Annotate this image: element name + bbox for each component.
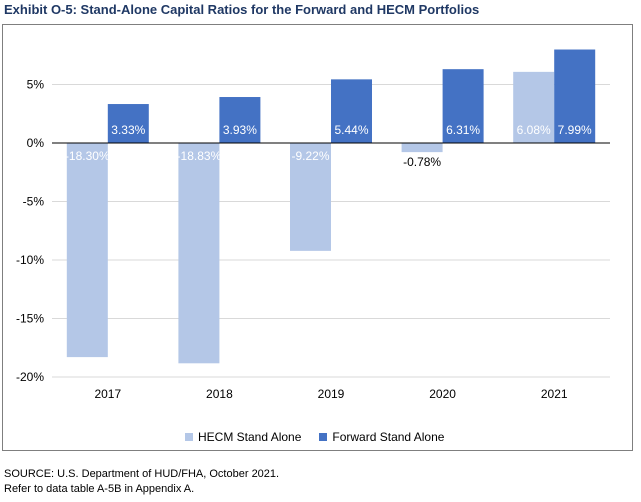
x-tick-label: 2021 [541,387,568,401]
legend-swatch-forward [319,433,328,441]
source-note: SOURCE: U.S. Department of HUD/FHA, Octo… [4,467,279,497]
bar-hecm [66,143,108,358]
y-tick-label: -20% [16,370,44,384]
data-label-hecm: -0.78% [403,155,441,169]
bar-hecm [178,143,220,364]
legend-item-hecm: HECM Stand Alone [185,430,301,444]
bar-forward [554,49,596,143]
data-label-forward: 5.44% [334,123,368,137]
exhibit-title: Exhibit O-5: Stand-Alone Capital Ratios … [4,2,480,17]
data-label-hecm: -9.22% [291,149,329,163]
data-label-hecm: -18.83% [177,149,222,163]
data-label-hecm: -18.30% [65,149,110,163]
data-label-forward: 3.33% [111,123,145,137]
data-label-forward: 7.99% [558,123,592,137]
data-label-forward: 6.31% [446,123,480,137]
bar-hecm [401,143,443,153]
y-tick-label: -15% [16,312,44,326]
y-tick-label: 5% [27,78,45,92]
y-tick-label: 0% [27,136,45,150]
bar-forward [219,97,261,143]
y-tick-label: -5% [23,195,45,209]
x-tick-label: 2017 [94,387,121,401]
bar-hecm [513,71,555,143]
data-label-hecm: 6.08% [517,123,551,137]
legend-label-forward: Forward Stand Alone [332,430,445,444]
source-line: SOURCE: U.S. Department of HUD/FHA, Octo… [4,468,280,480]
bar-forward [442,69,484,143]
data-label-forward: 3.93% [223,123,257,137]
legend: HECM Stand Alone Forward Stand Alone [185,430,462,444]
x-tick-label: 2019 [318,387,345,401]
chart-frame [2,24,633,451]
reference-line: Refer to data table A-5B in Appendix A. [4,483,195,495]
bar-forward [331,79,372,143]
legend-swatch-hecm [185,433,193,441]
legend-item-forward: Forward Stand Alone [319,430,444,444]
bar-hecm [290,143,331,251]
bar-forward [107,104,149,143]
x-tick-label: 2018 [206,387,233,401]
y-tick-label: -10% [16,253,44,267]
x-tick-label: 2020 [429,387,456,401]
legend-label-hecm: HECM Stand Alone [198,430,302,444]
